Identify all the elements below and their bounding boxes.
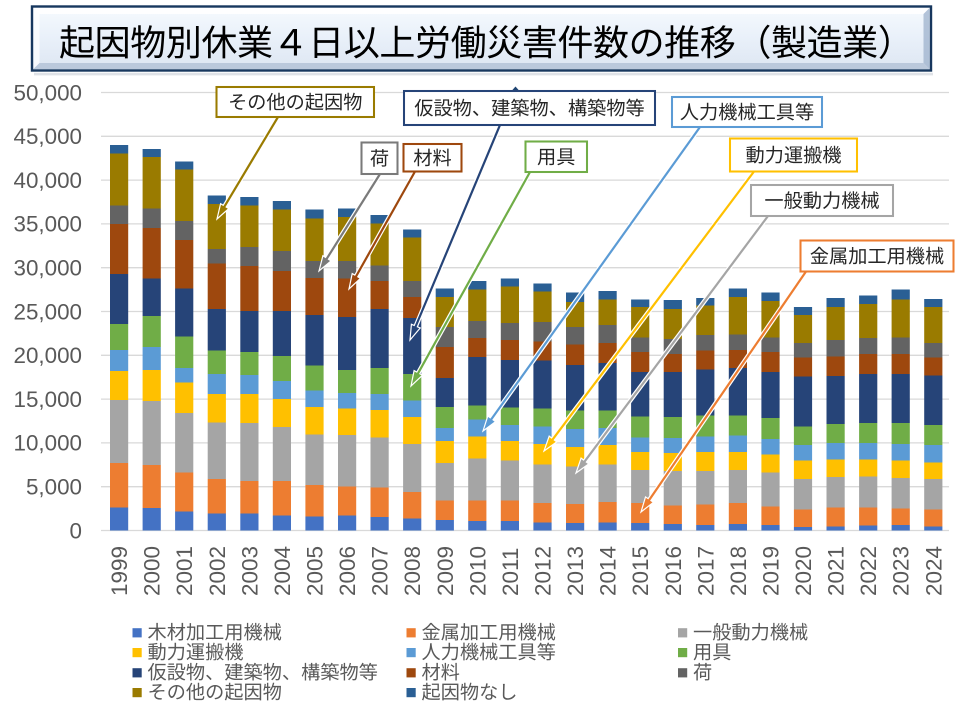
svg-text:2020: 2020 xyxy=(791,546,816,596)
svg-text:1999: 1999 xyxy=(107,546,132,596)
svg-text:50,000: 50,000 xyxy=(14,80,82,105)
svg-text:2015: 2015 xyxy=(628,546,653,596)
svg-text:2009: 2009 xyxy=(433,546,458,596)
svg-text:2010: 2010 xyxy=(465,546,490,596)
svg-text:10,000: 10,000 xyxy=(14,431,82,456)
svg-text:40,000: 40,000 xyxy=(14,168,82,193)
svg-text:5,000: 5,000 xyxy=(26,475,82,500)
svg-text:15,000: 15,000 xyxy=(14,387,82,412)
svg-text:2004: 2004 xyxy=(270,546,295,596)
svg-text:2002: 2002 xyxy=(205,546,230,596)
svg-text:2019: 2019 xyxy=(759,546,784,596)
svg-text:2018: 2018 xyxy=(726,546,751,596)
svg-text:2022: 2022 xyxy=(856,546,881,596)
svg-text:25,000: 25,000 xyxy=(14,299,82,324)
svg-text:2008: 2008 xyxy=(400,546,425,596)
svg-text:2013: 2013 xyxy=(563,546,588,596)
svg-text:30,000: 30,000 xyxy=(14,256,82,281)
svg-text:2000: 2000 xyxy=(140,546,165,596)
svg-text:2006: 2006 xyxy=(335,546,360,596)
svg-text:2007: 2007 xyxy=(368,546,393,596)
svg-text:2016: 2016 xyxy=(661,546,686,596)
svg-text:35,000: 35,000 xyxy=(14,212,82,237)
svg-text:2021: 2021 xyxy=(824,546,849,596)
svg-text:2005: 2005 xyxy=(303,546,328,596)
svg-text:2017: 2017 xyxy=(693,546,718,596)
svg-text:0: 0 xyxy=(70,518,82,543)
svg-text:2012: 2012 xyxy=(531,546,556,596)
svg-text:45,000: 45,000 xyxy=(14,124,82,149)
svg-text:2014: 2014 xyxy=(596,546,621,596)
svg-text:2003: 2003 xyxy=(237,546,262,596)
svg-text:2024: 2024 xyxy=(921,546,946,596)
svg-text:2011: 2011 xyxy=(498,548,523,596)
svg-text:2023: 2023 xyxy=(889,546,914,596)
svg-text:20,000: 20,000 xyxy=(14,343,82,368)
svg-text:2001: 2001 xyxy=(172,546,197,596)
